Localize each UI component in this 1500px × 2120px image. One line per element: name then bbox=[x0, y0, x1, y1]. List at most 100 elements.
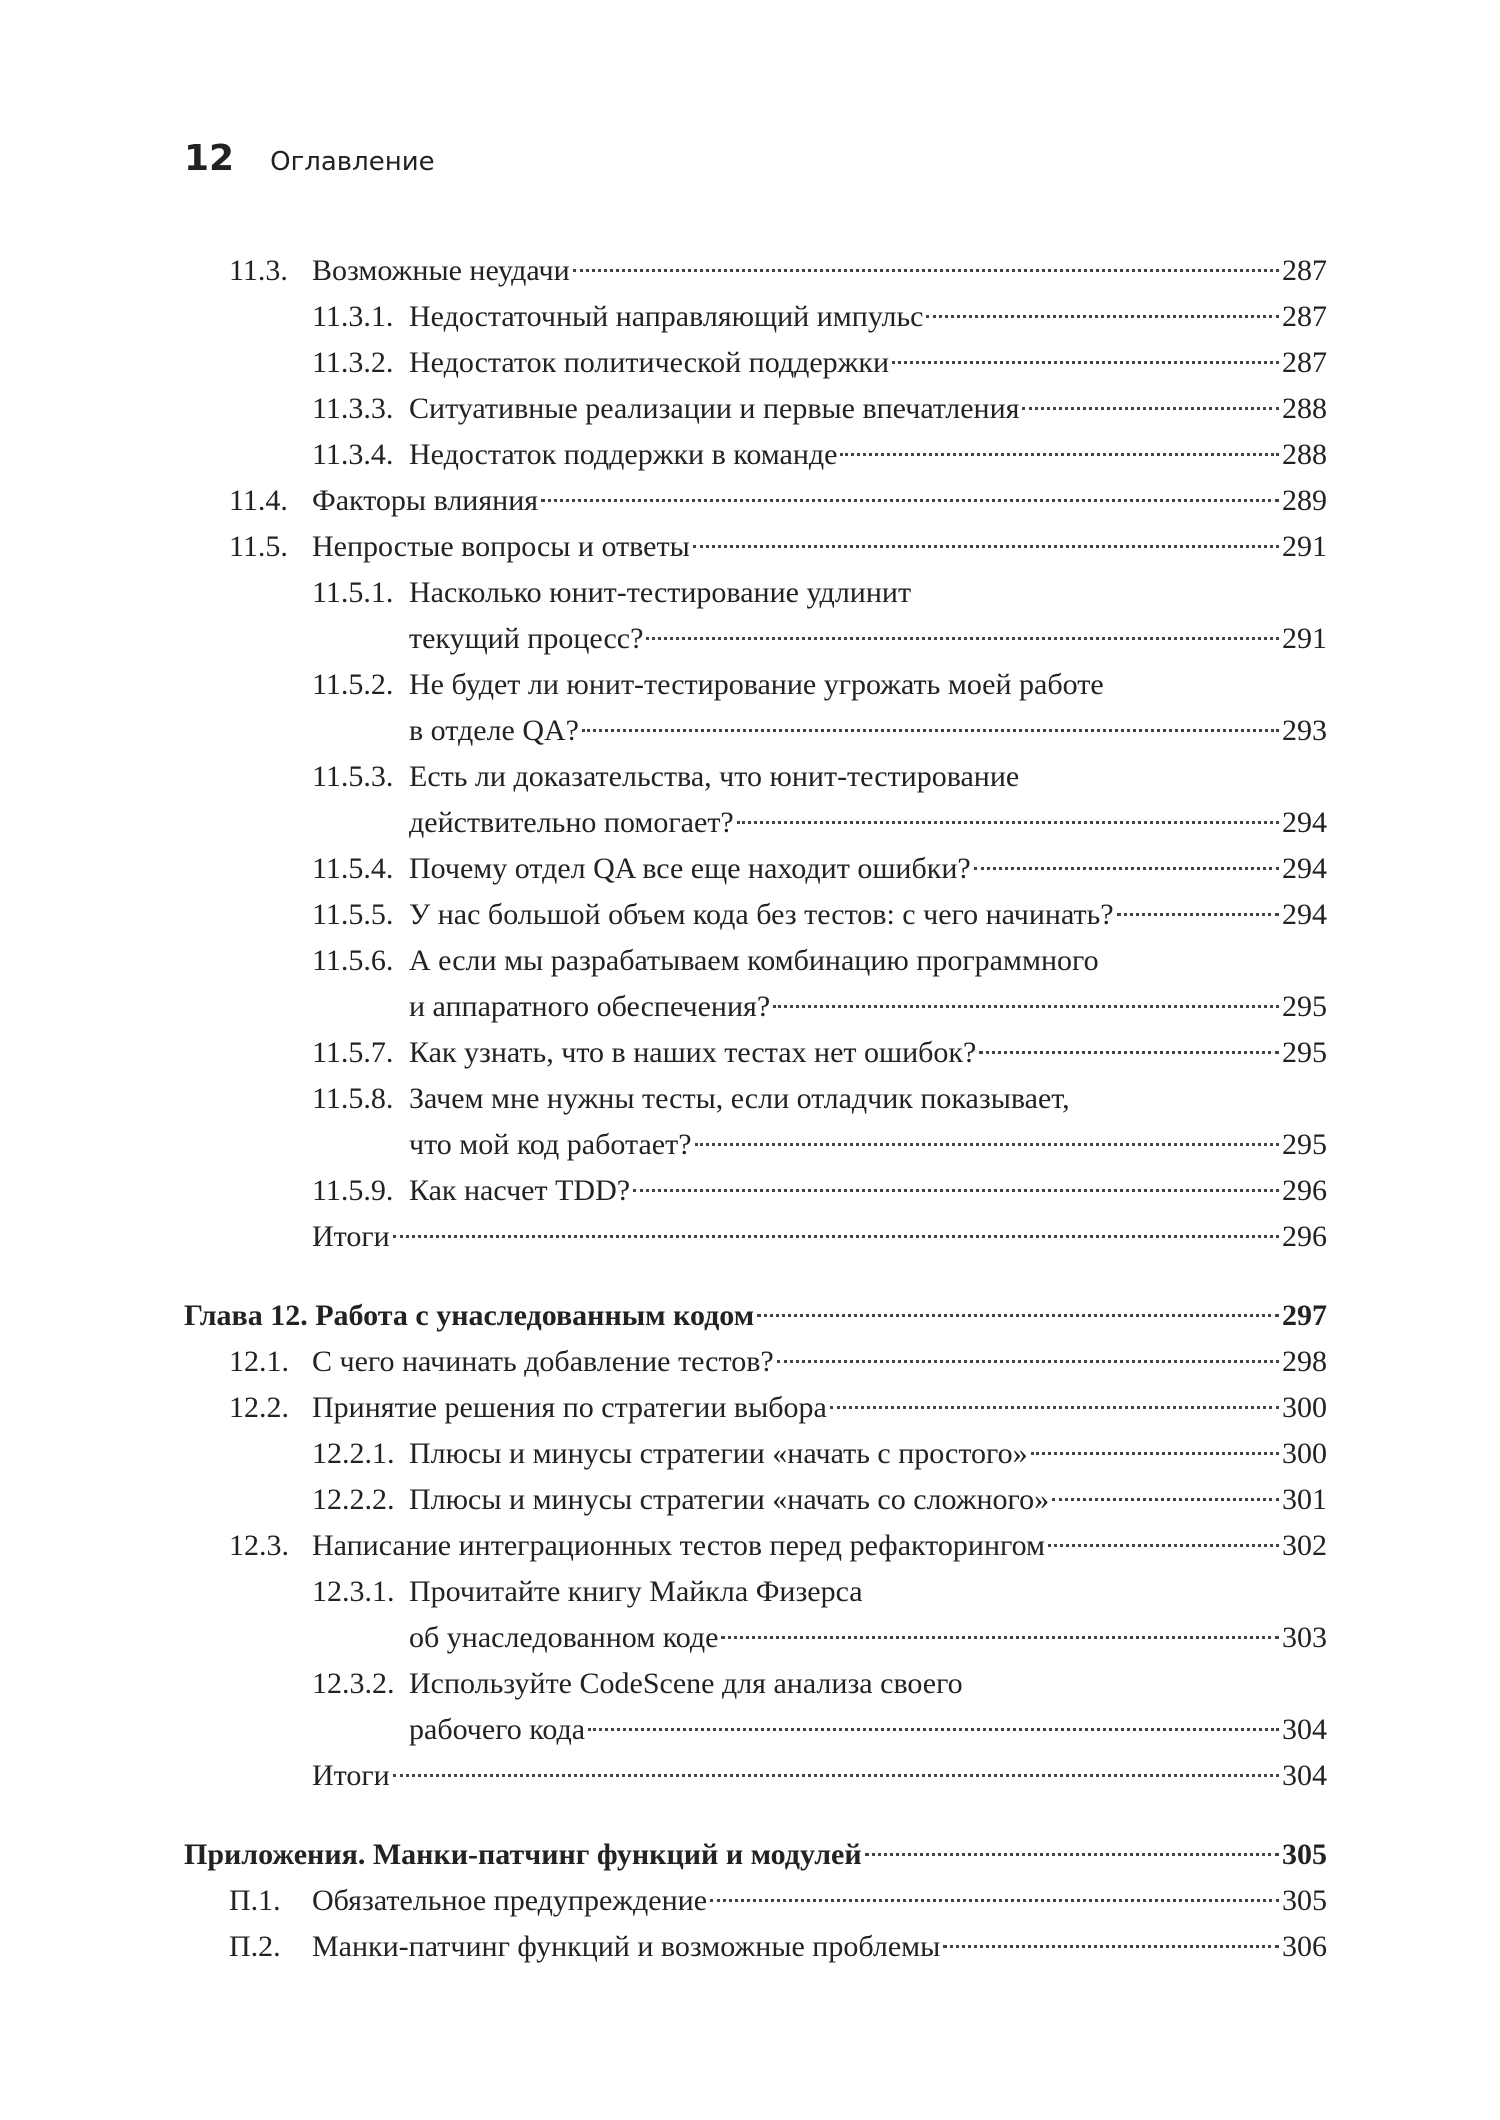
toc-section: Приложения. Манки-патчинг функций и моду… bbox=[184, 1832, 1327, 1970]
dot-leader bbox=[646, 637, 1279, 640]
dot-leader bbox=[710, 1899, 1279, 1902]
chapter-title: Глава 12. Работа с унаследованным кодом bbox=[184, 1299, 755, 1332]
entry-number: 11.5.7. bbox=[312, 1036, 394, 1069]
entry-page: 288 bbox=[1282, 438, 1327, 471]
toc-entry: 11.3.3. Ситуативные реализации и первые в… bbox=[229, 386, 1327, 432]
entry-title: Итоги bbox=[312, 1220, 390, 1253]
entry-title: Как насчет TDD? bbox=[409, 1174, 631, 1207]
dot-leader bbox=[840, 453, 1279, 456]
toc-line: 11.5.5. У нас большой объем кода без тест… bbox=[312, 892, 1327, 938]
toc-line: в отделе QA? 293 bbox=[312, 708, 1327, 754]
toc-line: текущий процесс? 291 bbox=[312, 616, 1327, 662]
entry-title: У нас большой объем кода без тестов: с ч… bbox=[409, 898, 1114, 931]
toc-line: 12.3.1. Прочитайте книгу Майкла Физерса bbox=[312, 1569, 1327, 1615]
toc-line: 11.5.2. Не будет ли юнит-тестирование угр… bbox=[312, 662, 1327, 708]
dot-leader bbox=[773, 1005, 1279, 1008]
dot-leader bbox=[943, 1945, 1279, 1948]
entry-page: 294 bbox=[1282, 806, 1327, 839]
entry-page: 291 bbox=[1282, 622, 1327, 655]
toc-entry: 12.3.1. Прочитайте книгу Майкла Физерса об… bbox=[229, 1569, 1327, 1661]
entry-title: Почему отдел QA все еще находит ошибки? bbox=[409, 852, 971, 885]
dot-leader bbox=[979, 1051, 1279, 1054]
chapter-page: 305 bbox=[1282, 1838, 1327, 1871]
chapter-title: Приложения. Манки-патчинг функций и моду… bbox=[184, 1838, 862, 1871]
entry-page: 296 bbox=[1282, 1174, 1327, 1207]
toc-entry: 12.2.2. Плюсы и минусы стратегии «начать … bbox=[229, 1477, 1327, 1523]
toc-entry: 11.3.1. Недостаточный направляющий импуль… bbox=[229, 294, 1327, 340]
entry-page: 303 bbox=[1282, 1621, 1327, 1654]
dot-leader bbox=[1022, 407, 1279, 410]
entry-title: Прочитайте книгу Майкла Физерса bbox=[409, 1575, 863, 1608]
entry-title: что мой код работает? bbox=[409, 1128, 692, 1161]
entry-title: в отделе QA? bbox=[409, 714, 579, 747]
toc-entry: 11.4. Факторы влияния 289 bbox=[229, 478, 1327, 524]
entry-title: об унаследованном коде bbox=[409, 1621, 719, 1654]
toc-line: что мой код работает? 295 bbox=[312, 1122, 1327, 1168]
toc-entry: 11.3.4. Недостаток поддержки в команде 288 bbox=[229, 432, 1327, 478]
toc-line: 11.5.3. Есть ли доказательства, что юнит-… bbox=[312, 754, 1327, 800]
toc-line: 12.2.2. Плюсы и минусы стратегии «начать … bbox=[312, 1477, 1327, 1523]
toc-line: 11.3.1. Недостаточный направляющий импуль… bbox=[312, 294, 1327, 340]
entry-page: 288 bbox=[1282, 392, 1327, 425]
toc-line: 12.2.1. Плюсы и минусы стратегии «начать … bbox=[312, 1431, 1327, 1477]
dot-leader bbox=[829, 1406, 1279, 1409]
entry-page: 300 bbox=[1282, 1437, 1327, 1470]
dot-leader bbox=[582, 729, 1279, 732]
entry-page: 287 bbox=[1282, 254, 1327, 287]
entry-title: Ситуативные реализации и первые впечатле… bbox=[409, 392, 1020, 425]
entry-page: 295 bbox=[1282, 1036, 1327, 1069]
entry-title: Принятие решения по стратегии выбора bbox=[312, 1391, 827, 1424]
entry-number: 11.5.2. bbox=[312, 668, 394, 701]
entry-number: 11.3.2. bbox=[312, 346, 394, 379]
toc-entry: 11.5.2. Не будет ли юнит-тестирование угр… bbox=[229, 662, 1327, 754]
toc-entry: 11.5.6. А если мы разрабатываем комбинаци… bbox=[229, 938, 1327, 1030]
toc-line: 11.5.8. Зачем мне нужны тесты, если отлад… bbox=[312, 1076, 1327, 1122]
toc-line: 12.2. Принятие решения по стратегии выбор… bbox=[229, 1385, 1327, 1431]
entry-title: Не будет ли юнит-тестирование угрожать м… bbox=[409, 668, 1104, 701]
toc-line: 11.3.2. Недостаток политической поддержки… bbox=[312, 340, 1327, 386]
entry-number: 11.3.3. bbox=[312, 392, 394, 425]
dot-leader bbox=[1047, 1544, 1279, 1547]
toc-line: об унаследованном коде 303 bbox=[312, 1615, 1327, 1661]
toc-line: и аппаратного обеспечения? 295 bbox=[312, 984, 1327, 1030]
dot-leader bbox=[588, 1728, 1279, 1731]
toc-line: 11.5. Непростые вопросы и ответы 291 bbox=[229, 524, 1327, 570]
dot-leader bbox=[572, 269, 1279, 272]
toc-line: 12.1. С чего начинать добавление тестов? 2… bbox=[229, 1339, 1327, 1385]
entry-title: Факторы влияния bbox=[312, 484, 539, 517]
chapter-heading: Глава 12. Работа с унаследованным кодом 2… bbox=[184, 1293, 1327, 1339]
toc-section: Глава 12. Работа с унаследованным кодом 2… bbox=[184, 1293, 1327, 1799]
entry-title: Недостаток поддержки в команде bbox=[409, 438, 838, 471]
toc-entry: 12.2. Принятие решения по стратегии выбор… bbox=[229, 1385, 1327, 1431]
toc-entry: Итоги 304 bbox=[229, 1753, 1327, 1799]
entry-page: 294 bbox=[1282, 898, 1327, 931]
dot-leader bbox=[692, 545, 1279, 548]
toc-entry: П.2. Манки-патчинг функций и возможные пр… bbox=[229, 1924, 1327, 1970]
entry-number: 12.2. bbox=[229, 1391, 289, 1424]
dot-leader bbox=[776, 1360, 1279, 1363]
entry-page: 296 bbox=[1282, 1220, 1327, 1253]
entry-title: Зачем мне нужны тесты, если отладчик пок… bbox=[409, 1082, 1070, 1115]
toc-entry: 11.5.9. Как насчет TDD? 296 bbox=[229, 1168, 1327, 1214]
toc-entry: 11.5.5. У нас большой объем кода без тест… bbox=[229, 892, 1327, 938]
toc-line: 11.3. Возможные неудачи 287 bbox=[229, 248, 1327, 294]
entry-title: А если мы разрабатываем комбинацию прогр… bbox=[409, 944, 1099, 977]
entry-number: 11.5.4. bbox=[312, 852, 394, 885]
entry-number: 12.3.2. bbox=[312, 1667, 395, 1700]
entry-page: 305 bbox=[1282, 1884, 1327, 1917]
entry-page: 304 bbox=[1282, 1713, 1327, 1746]
dot-leader bbox=[1052, 1498, 1279, 1501]
entry-number: 11.3.4. bbox=[312, 438, 394, 471]
entry-number: 11.3.1. bbox=[312, 300, 394, 333]
dot-leader bbox=[721, 1636, 1279, 1639]
dot-leader bbox=[392, 1774, 1279, 1777]
toc-section: 11.3. Возможные неудачи 287 11.3.1. Недостат… bbox=[229, 248, 1327, 1260]
entry-page: 300 bbox=[1282, 1391, 1327, 1424]
entry-title: Написание интеграционных тестов перед ре… bbox=[312, 1529, 1045, 1562]
entry-number: П.1. bbox=[229, 1884, 281, 1917]
entry-title: Используйте CodeScene для анализа своего bbox=[409, 1667, 963, 1700]
toc-line: 11.5.1. Насколько юнит-тестирование удлин… bbox=[312, 570, 1327, 616]
entry-page: 304 bbox=[1282, 1759, 1327, 1792]
toc-entry: 12.3. Написание интеграционных тестов пер… bbox=[229, 1523, 1327, 1569]
